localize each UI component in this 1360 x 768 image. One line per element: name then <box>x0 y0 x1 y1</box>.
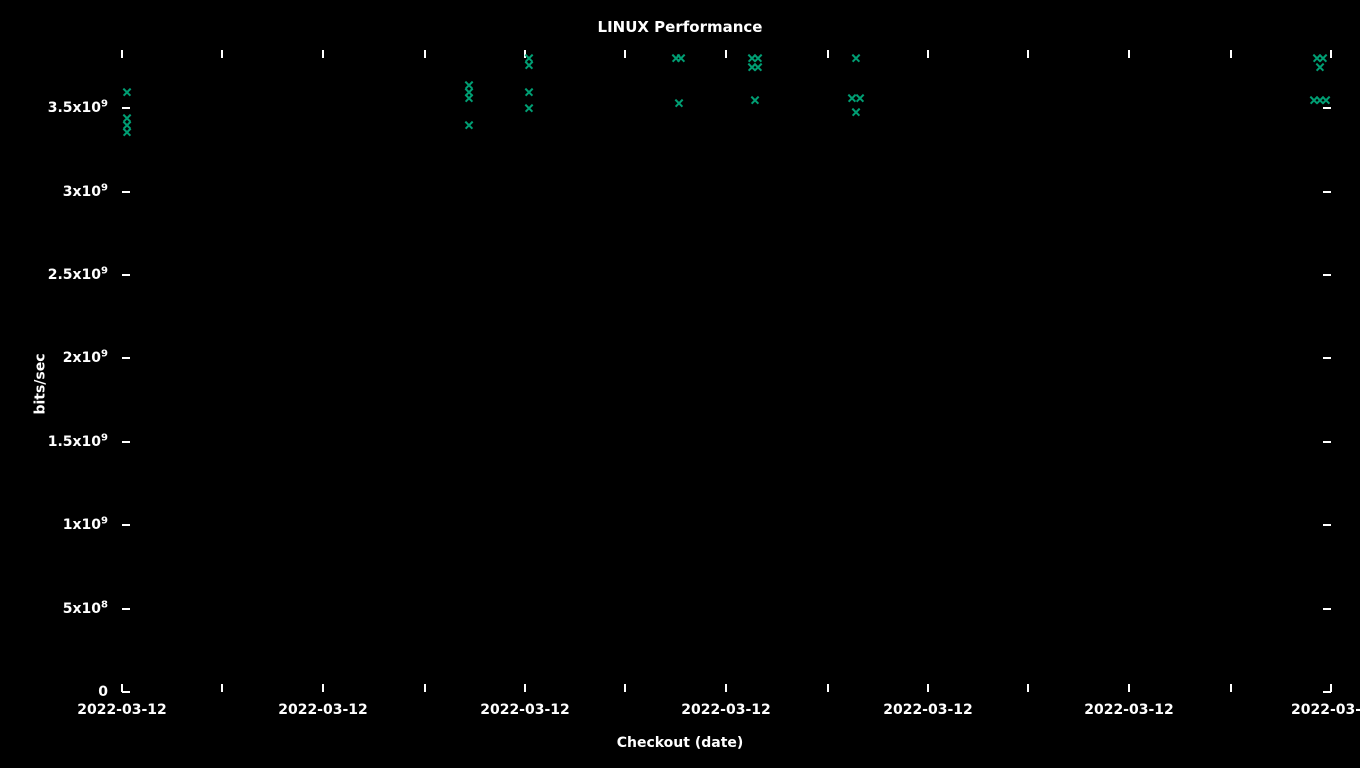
data-point <box>525 104 533 112</box>
y-tick-label: 1x109 <box>63 517 122 533</box>
x-tick-mark <box>121 50 123 58</box>
x-tick-mark <box>524 50 526 58</box>
data-point <box>856 94 864 102</box>
x-axis-label: Checkout (date) <box>0 735 1360 751</box>
y-tick-label: 5x108 <box>63 601 122 617</box>
x-tick-label: 2022-03-12 <box>883 692 973 718</box>
x-tick-mark <box>424 50 426 58</box>
data-point <box>465 88 473 96</box>
data-point <box>754 63 762 71</box>
x-tick-mark <box>221 684 223 692</box>
data-point <box>672 54 680 62</box>
x-tick-mark <box>121 684 123 692</box>
data-point <box>748 63 756 71</box>
x-tick-mark <box>624 684 626 692</box>
y-tick-label: 3.5x109 <box>48 100 122 116</box>
data-point <box>754 54 762 62</box>
y-tick-label: 3x109 <box>63 184 122 200</box>
x-tick-label: 2022-03-12 <box>681 692 771 718</box>
x-tick-label: 2022-03-12 <box>278 692 368 718</box>
x-tick-mark <box>322 50 324 58</box>
data-point <box>525 88 533 96</box>
y-tick-mark <box>122 357 130 359</box>
y-tick-mark <box>1323 274 1331 276</box>
data-point <box>848 94 856 102</box>
data-point <box>1316 96 1324 104</box>
x-tick-mark <box>1230 684 1232 692</box>
x-tick-mark <box>1330 50 1332 58</box>
data-point <box>852 54 860 62</box>
data-point <box>465 94 473 102</box>
y-tick-mark <box>122 274 130 276</box>
x-tick-label: 2022-03-12 <box>480 692 570 718</box>
x-tick-mark <box>1230 50 1232 58</box>
y-tick-mark <box>122 441 130 443</box>
data-point <box>123 114 131 122</box>
plot-area: 05x1081x1091.5x1092x1092.5x1093x1093.5x1… <box>122 50 1331 692</box>
x-tick-mark <box>1027 684 1029 692</box>
data-point <box>1313 54 1321 62</box>
y-tick-mark <box>122 524 130 526</box>
x-tick-mark <box>1330 684 1332 692</box>
x-tick-mark <box>1128 684 1130 692</box>
y-tick-mark <box>1323 524 1331 526</box>
x-tick-mark <box>424 684 426 692</box>
x-tick-mark <box>524 684 526 692</box>
data-point <box>525 54 533 62</box>
y-tick-mark <box>1323 441 1331 443</box>
data-point <box>123 128 131 136</box>
y-axis-label: bits/sec <box>33 353 49 414</box>
y-tick-label: 1.5x109 <box>48 434 122 450</box>
y-tick-mark <box>122 107 130 109</box>
data-point <box>677 54 685 62</box>
x-tick-mark <box>927 50 929 58</box>
x-tick-mark <box>827 684 829 692</box>
x-tick-mark <box>322 684 324 692</box>
x-tick-mark <box>927 684 929 692</box>
x-tick-label: 2022-03-12 <box>1084 692 1174 718</box>
data-point <box>1319 54 1327 62</box>
data-point <box>751 96 759 104</box>
data-point <box>123 88 131 96</box>
data-point <box>465 121 473 129</box>
x-tick-label: 2022-03-12 <box>77 692 167 718</box>
chart-title: LINUX Performance <box>0 18 1360 36</box>
x-tick-mark <box>725 50 727 58</box>
x-tick-mark <box>1027 50 1029 58</box>
data-point <box>465 81 473 89</box>
data-point <box>1316 63 1324 71</box>
data-point <box>525 61 533 69</box>
y-tick-mark <box>1323 357 1331 359</box>
data-point <box>1310 96 1318 104</box>
data-point <box>123 121 131 129</box>
y-tick-mark <box>1323 608 1331 610</box>
y-tick-mark <box>1323 107 1331 109</box>
x-tick-mark <box>624 50 626 58</box>
x-tick-label: 2022-03-1 <box>1291 692 1360 718</box>
y-tick-label: 2.5x109 <box>48 267 122 283</box>
linux-performance-chart: LINUX Performance bits/sec 05x1081x1091.… <box>0 0 1360 768</box>
data-point <box>1322 96 1330 104</box>
data-point <box>675 99 683 107</box>
y-tick-mark <box>1323 191 1331 193</box>
data-point <box>852 108 860 116</box>
y-tick-mark <box>122 191 130 193</box>
y-tick-mark <box>122 608 130 610</box>
x-tick-mark <box>1128 50 1130 58</box>
x-tick-mark <box>221 50 223 58</box>
x-tick-mark <box>827 50 829 58</box>
x-tick-mark <box>725 684 727 692</box>
y-tick-label: 2x109 <box>63 350 122 366</box>
data-point <box>748 54 756 62</box>
